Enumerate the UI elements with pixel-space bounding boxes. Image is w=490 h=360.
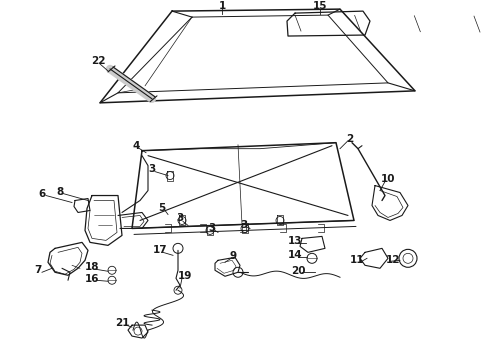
Text: 3: 3 xyxy=(148,163,156,174)
Text: 4: 4 xyxy=(132,141,140,151)
Text: 5: 5 xyxy=(158,203,166,213)
Text: 1: 1 xyxy=(219,1,225,11)
Text: 22: 22 xyxy=(91,56,105,66)
Text: 3: 3 xyxy=(176,213,184,224)
Text: 20: 20 xyxy=(291,266,305,276)
Text: 21: 21 xyxy=(115,318,129,328)
Text: 11: 11 xyxy=(350,255,364,265)
Text: 6: 6 xyxy=(38,189,46,198)
Text: 15: 15 xyxy=(313,1,327,11)
Text: 8: 8 xyxy=(56,186,64,197)
Text: 3: 3 xyxy=(241,220,247,230)
Text: 18: 18 xyxy=(85,262,99,272)
Text: 13: 13 xyxy=(288,237,302,246)
Text: 9: 9 xyxy=(229,251,237,261)
Text: 16: 16 xyxy=(85,274,99,284)
Text: 14: 14 xyxy=(288,250,302,260)
Text: 3: 3 xyxy=(208,224,216,233)
Text: 19: 19 xyxy=(178,271,192,281)
Text: 12: 12 xyxy=(386,255,400,265)
Text: 2: 2 xyxy=(346,134,354,144)
Text: 10: 10 xyxy=(381,174,395,184)
Text: 17: 17 xyxy=(153,246,167,255)
Text: 7: 7 xyxy=(34,265,42,275)
